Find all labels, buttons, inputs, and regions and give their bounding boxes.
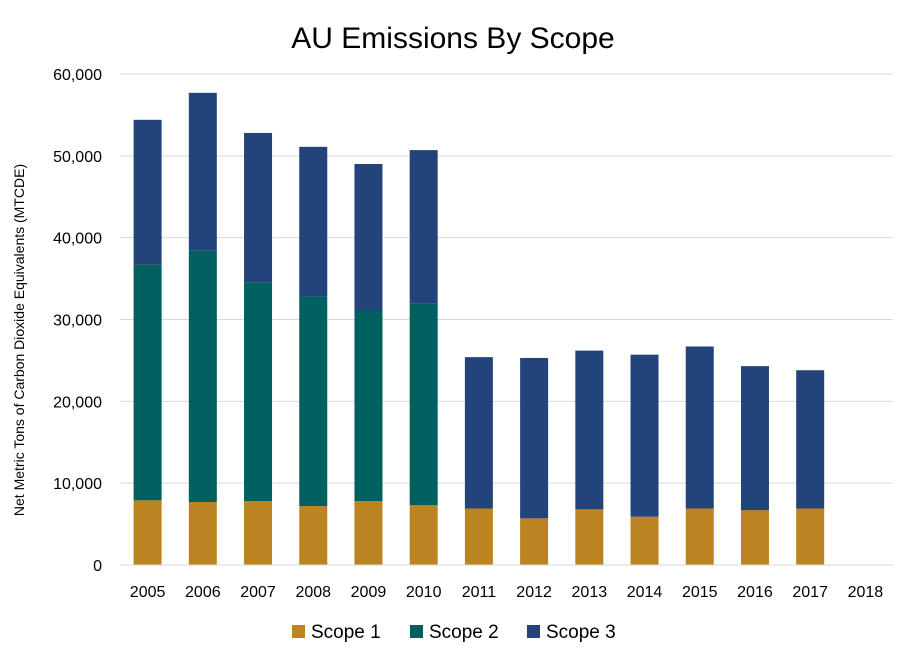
bar-segment-scope-3 [464,357,493,509]
bar-segment-scope-3 [685,346,714,509]
bar-segment-scope-1 [464,508,493,565]
x-tick-label: 2011 [462,584,497,601]
bar-segment-scope-1 [188,501,217,565]
x-tick-label: 2014 [627,584,663,601]
gridlines [120,73,893,484]
y-axis-label: Net Metric Tons of Carbon Dioxide Equiva… [11,164,27,516]
x-tick-label: 2012 [516,584,552,601]
bar-segment-scope-2 [354,310,383,502]
bar-segment-scope-1 [133,500,162,565]
chart-title: AU Emissions By Scope [291,22,614,55]
bar-segment-scope-3 [740,366,769,511]
bar-segment-scope-1 [244,501,273,565]
bar-segment-scope-1 [520,518,549,565]
y-tick-label: 30,000 [53,313,102,330]
bar-segment-scope-3 [299,146,328,297]
bar-segment-scope-3 [354,164,383,311]
bar-segment-scope-2 [409,303,438,506]
legend-label: Scope 2 [429,622,499,643]
x-tick-label: 2013 [572,584,608,601]
bar-segment-scope-3 [796,370,825,509]
x-tick-label: 2008 [295,584,331,601]
x-tick-label: 2015 [682,584,718,601]
bar-segment-scope-3 [630,354,659,517]
x-tick-label: 2017 [792,584,828,601]
bar-segment-scope-2 [133,264,162,501]
x-tick-label: 2018 [848,584,884,601]
legend-swatch [527,625,540,638]
bar-segment-scope-3 [409,150,438,304]
y-tick-label: 20,000 [53,394,102,411]
y-tick-label: 40,000 [53,231,102,248]
bar-segment-scope-3 [244,132,273,283]
bar-segment-scope-1 [796,508,825,565]
y-tick-label: 0 [93,558,102,575]
y-tick-label: 60,000 [53,67,102,84]
bar-segment-scope-3 [575,350,604,510]
bar-segment-scope-1 [630,516,659,565]
bar-segment-scope-1 [685,508,714,565]
bar-segment-scope-1 [354,501,383,565]
bar-segment-scope-2 [299,296,328,507]
legend-label: Scope 1 [311,622,381,643]
bars [133,92,825,565]
y-axis-ticks: 0 10,000 20,000 30,000 40,000 50,000 60,000 [53,67,102,575]
legend-label: Scope 3 [546,622,616,643]
x-tick-label: 2016 [737,584,773,601]
bar-segment-scope-1 [740,510,769,565]
bar-segment-scope-3 [188,92,217,251]
bar-segment-scope-2 [244,282,273,502]
y-tick-label: 50,000 [53,149,102,166]
x-axis-ticks: 2005 2006 2007 2008 2009 2010 2011 2012 2013 2014… [130,584,883,601]
x-tick-label: 2007 [240,584,276,601]
bar-segment-scope-3 [133,119,162,265]
x-tick-label: 2010 [406,584,442,601]
legend: Scope 1 Scope 2 Scope 3 [292,622,616,643]
bar-segment-scope-1 [299,506,328,565]
y-tick-label: 10,000 [53,476,102,493]
legend-swatch [292,625,305,638]
bar-segment-scope-2 [188,250,217,502]
bar-segment-scope-1 [575,509,604,565]
x-tick-label: 2009 [351,584,387,601]
x-tick-label: 2005 [130,584,166,601]
x-tick-label: 2006 [185,584,221,601]
bar-segment-scope-1 [409,505,438,565]
bar-segment-scope-3 [520,357,549,519]
legend-swatch [410,625,423,638]
